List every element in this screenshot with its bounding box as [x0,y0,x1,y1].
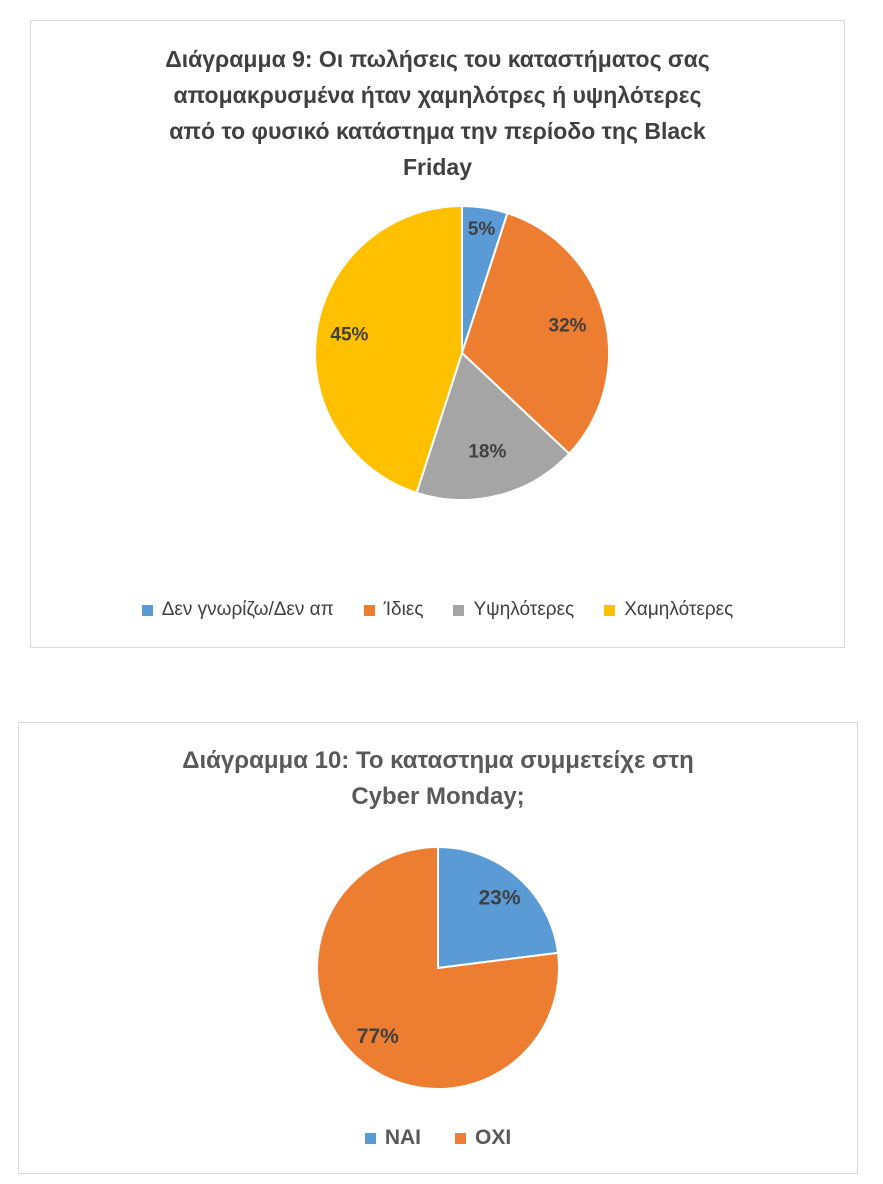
legend-swatch [453,604,465,616]
pie-slice [314,204,463,495]
chart-10-legend: ΝΑΙ ΟΧΙ [19,1126,857,1150]
pie-slice [460,211,610,456]
legend-label: ΝΑΙ [384,1126,421,1149]
chart-10-container: Διάγραμμα 10: Το καταστημα συμμετείχε στ… [18,722,858,1174]
legend-swatch [141,604,153,616]
legend-item-unknown: Δεν γνωρίζω/Δεν απ [141,599,334,621]
pie-slice [437,845,560,970]
chart-9-legend: Δεν γνωρίζω/Δεν απ Ίδιες Υψηλότερες Χαμη… [31,599,844,621]
pie-data-label: 77% [357,1025,399,1048]
legend-item-lower: Χαμηλότερες [604,599,733,621]
legend-label: Χαμηλότερες [624,599,734,620]
pie-slice [415,351,571,501]
chart-9-title: Διάγραμμα 9: Οι πωλήσεις του καταστήματο… [165,46,710,180]
legend-item-no: ΟΧΙ [454,1126,512,1150]
legend-label: Υψηλότερες [473,599,575,620]
legend-swatch [454,1132,466,1144]
legend-swatch [604,604,616,616]
chart-10-title: Διάγραμμα 10: Το καταστημα συμμετείχε στ… [182,747,694,810]
chart-10-pie: 23% 77% [316,845,560,1090]
pie-data-label: 5% [468,219,496,240]
chart-9-pie: 5% 32% 18% 45% [314,204,610,501]
legend-item-higher: Υψηλότερες [453,599,574,621]
pie-data-label: 18% [468,441,506,462]
pie-data-label: 23% [478,887,520,910]
legend-item-yes: ΝΑΙ [364,1126,421,1150]
legend-item-same: Ίδιες [363,599,424,621]
legend-swatch [363,604,375,616]
legend-label: ΟΧΙ [474,1126,512,1149]
legend-label: Ίδιες [383,599,424,620]
pie-slice [316,845,560,1090]
legend-label: Δεν γνωρίζω/Δεν απ [161,599,334,620]
legend-swatch [364,1132,376,1144]
chart-9-container: Διάγραμμα 9: Οι πωλήσεις του καταστήματο… [30,20,845,648]
pie-data-label: 45% [330,325,368,346]
pie-data-label: 32% [549,315,587,336]
